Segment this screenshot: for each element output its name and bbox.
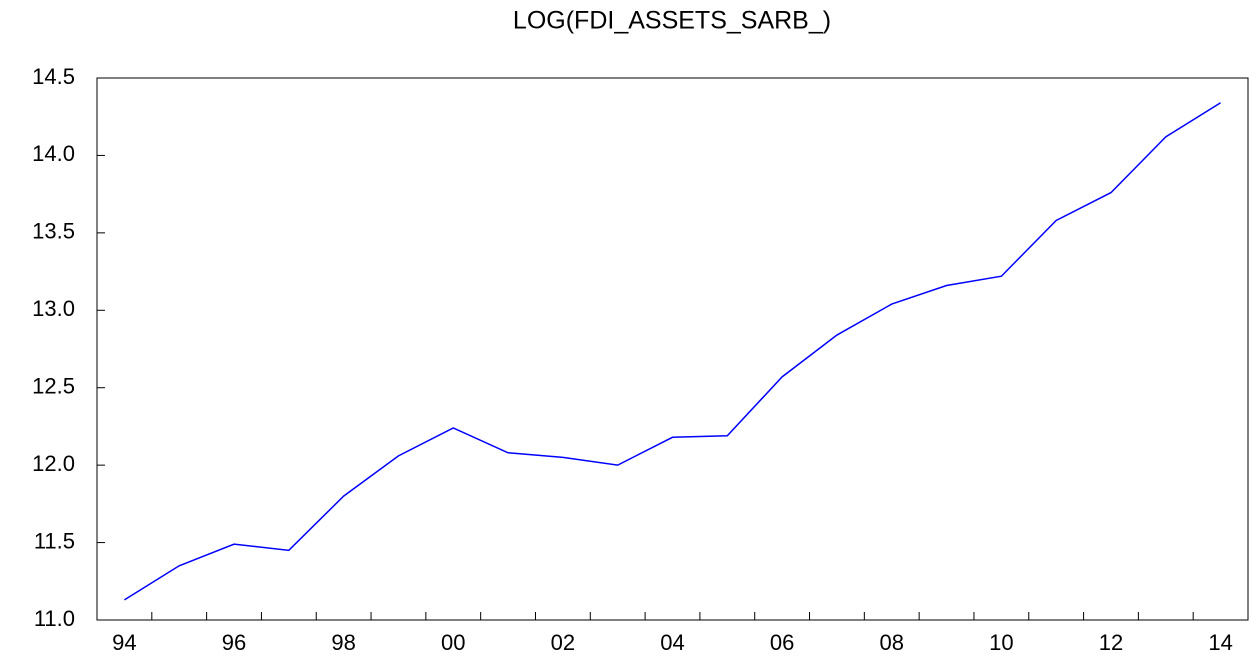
y-tick-label: 11.5 xyxy=(34,528,75,553)
y-tick-label: 12.0 xyxy=(32,451,75,476)
chart-title: LOG(FDI_ASSETS_SARB_) xyxy=(513,7,831,35)
y-tick-label: 13.5 xyxy=(32,219,75,244)
x-tick-label: 98 xyxy=(331,630,355,655)
x-tick-label: 08 xyxy=(879,630,903,655)
x-tick-label: 12 xyxy=(1099,630,1123,655)
x-tick-label: 94 xyxy=(112,630,136,655)
x-tick-label: 00 xyxy=(441,630,465,655)
x-tick-label: 14 xyxy=(1208,630,1232,655)
x-tick-label: 96 xyxy=(222,630,246,655)
y-tick-label: 12.5 xyxy=(32,374,75,399)
data-line xyxy=(124,102,1221,601)
x-tick-label: 10 xyxy=(989,630,1013,655)
y-tick-label: 13.0 xyxy=(32,296,75,321)
y-tick-label: 14.5 xyxy=(32,64,75,89)
plot-frame xyxy=(96,77,1249,621)
y-tick-label: 14.0 xyxy=(32,141,75,166)
x-tick-label: 02 xyxy=(551,630,575,655)
x-tick-label: 06 xyxy=(770,630,794,655)
y-tick-label: 11.0 xyxy=(34,606,75,631)
x-tick-label: 04 xyxy=(660,630,684,655)
